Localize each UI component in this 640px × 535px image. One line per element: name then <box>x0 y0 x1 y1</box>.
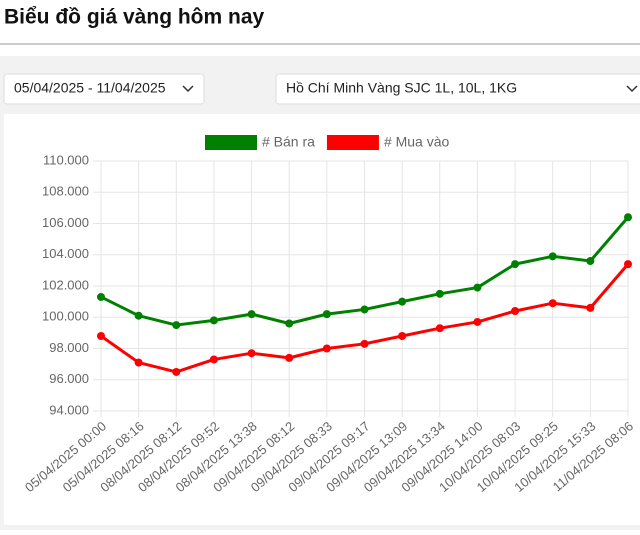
y-tick-label: 104.000 <box>42 246 89 261</box>
point <box>473 317 482 326</box>
point <box>172 321 181 330</box>
point <box>624 260 632 269</box>
product: Hồ Chí Minh Vàng SJC 1L, 10L, 1KG <box>286 80 517 96</box>
point <box>548 299 557 308</box>
point <box>586 303 595 312</box>
point <box>134 358 143 367</box>
y-tick-label: 110.000 <box>43 152 89 167</box>
point <box>285 319 294 328</box>
page-title: Biểu đồ giá vàng hôm nay <box>4 6 265 29</box>
point <box>209 355 218 364</box>
y-tick-label: 96.000 <box>49 371 89 386</box>
point <box>398 332 407 340</box>
y-tick-label: 106.000 <box>42 215 89 230</box>
point <box>473 283 482 292</box>
point <box>360 305 369 314</box>
point <box>586 257 595 265</box>
legend-label: # Bán ra <box>262 134 315 150</box>
date-range: 05/04/2025 - 11/04/2025 <box>14 80 166 96</box>
point <box>247 310 256 319</box>
point <box>285 353 294 362</box>
y-tick-label: 108.000 <box>42 184 89 199</box>
point <box>511 260 520 269</box>
point <box>247 349 256 358</box>
date-dropdown[interactable] <box>3 73 205 105</box>
point <box>322 310 331 319</box>
point <box>624 213 632 222</box>
product-dropdown[interactable] <box>275 73 640 105</box>
y-tick-label: 102.000 <box>42 277 89 292</box>
point <box>511 307 520 315</box>
chevron <box>626 85 638 93</box>
point <box>435 289 444 298</box>
point <box>134 311 143 320</box>
point <box>548 252 557 261</box>
y-tick-label: 98.000 <box>49 340 89 355</box>
point <box>97 332 105 340</box>
y-tick-label: 94.000 <box>49 402 89 417</box>
point <box>97 292 105 301</box>
legend-swatch <box>205 135 257 150</box>
point <box>398 297 407 306</box>
legend-label: # Mua vào <box>384 134 450 150</box>
chevron <box>182 85 194 93</box>
point <box>435 324 444 333</box>
point <box>360 339 369 348</box>
point <box>172 367 181 376</box>
point <box>322 344 331 353</box>
chart-panel <box>4 114 640 525</box>
legend-swatch <box>326 135 379 150</box>
y-tick-label: 100.000 <box>42 309 89 324</box>
point <box>209 316 218 325</box>
